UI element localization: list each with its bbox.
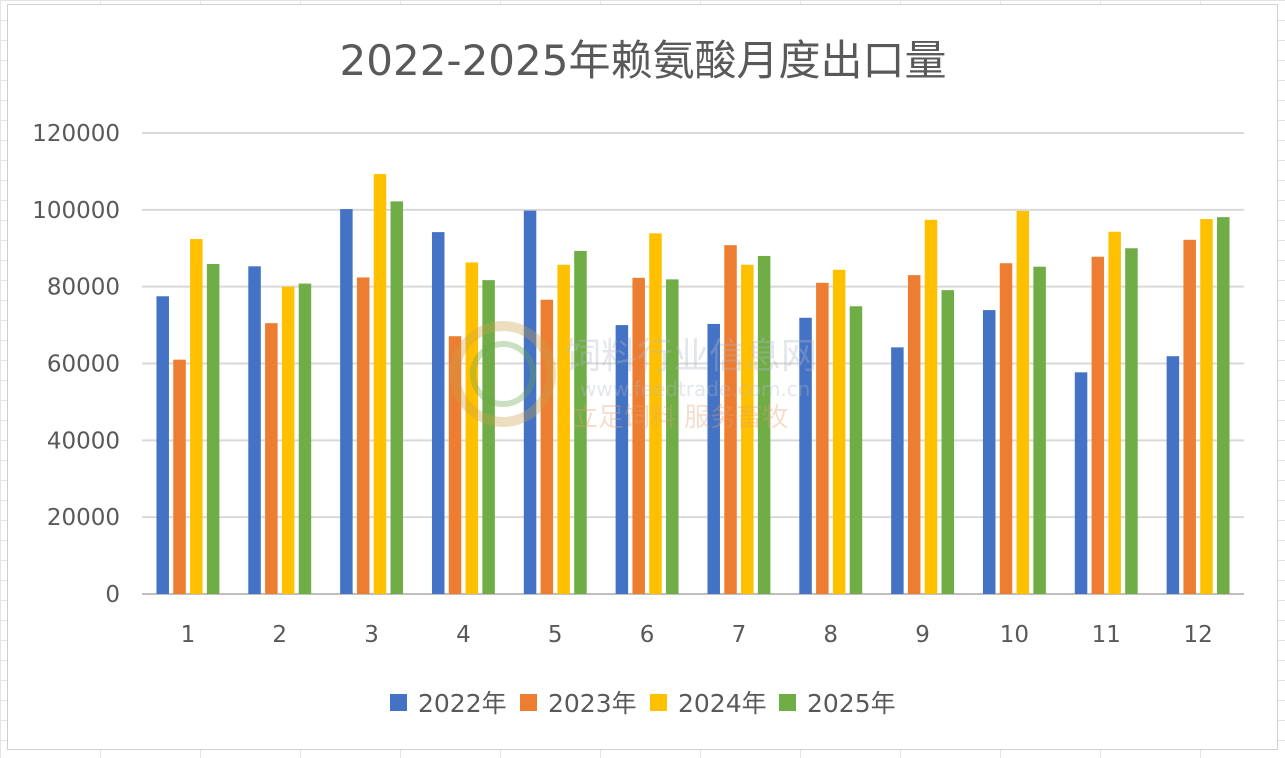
legend-swatch bbox=[520, 694, 537, 711]
watermark-url: www.feedtrade.com.cn bbox=[580, 377, 810, 401]
bar bbox=[523, 210, 537, 594]
x-tick-label: 2 bbox=[272, 622, 287, 648]
bar bbox=[465, 262, 479, 594]
bar bbox=[1033, 266, 1046, 594]
bar bbox=[281, 286, 295, 594]
x-tick-label: 3 bbox=[364, 622, 379, 648]
bar bbox=[482, 280, 495, 594]
y-tick-label: 120000 bbox=[32, 121, 120, 147]
bar bbox=[849, 306, 863, 594]
bar bbox=[206, 264, 220, 594]
y-tick-label: 40000 bbox=[47, 428, 120, 454]
bar bbox=[741, 264, 754, 594]
bar bbox=[832, 269, 846, 594]
bar bbox=[999, 263, 1013, 594]
bar bbox=[265, 323, 278, 594]
bar bbox=[891, 347, 904, 594]
bar bbox=[557, 264, 570, 594]
legend-swatch bbox=[650, 694, 667, 711]
bar bbox=[666, 279, 679, 594]
bar bbox=[1200, 219, 1213, 594]
bar bbox=[649, 233, 662, 594]
bar bbox=[1091, 256, 1105, 594]
bar bbox=[924, 219, 938, 595]
legend-label: 2023年 bbox=[548, 689, 637, 718]
bar bbox=[615, 325, 629, 594]
bar bbox=[390, 201, 404, 595]
bar bbox=[540, 299, 554, 594]
gridlines bbox=[142, 132, 1244, 595]
bar bbox=[1183, 239, 1196, 594]
bar bbox=[632, 277, 645, 594]
bar bbox=[1016, 210, 1030, 594]
bar bbox=[373, 174, 387, 594]
x-tick-label: 1 bbox=[181, 622, 196, 648]
x-tick-label: 11 bbox=[1092, 622, 1121, 648]
bar bbox=[799, 317, 812, 594]
y-tick-label: 20000 bbox=[47, 505, 120, 531]
x-tick-label: 12 bbox=[1183, 622, 1212, 648]
bar bbox=[156, 296, 169, 594]
legend-swatch bbox=[779, 694, 796, 711]
bar bbox=[707, 323, 720, 594]
bar bbox=[173, 359, 186, 594]
bar bbox=[907, 275, 921, 594]
bar bbox=[190, 239, 203, 594]
bar bbox=[356, 277, 370, 594]
x-tick-label: 6 bbox=[640, 622, 655, 648]
bar bbox=[724, 245, 737, 594]
y-tick-label: 80000 bbox=[47, 275, 120, 301]
watermark-slogan: 立足饲料 服务畜牧 bbox=[572, 403, 788, 433]
y-axis-ticks: 0 20000 40000 60000 80000 100000 120000 bbox=[32, 121, 120, 608]
x-tick-label: 8 bbox=[823, 622, 838, 648]
bar bbox=[448, 336, 462, 594]
y-tick-label: 100000 bbox=[32, 198, 120, 224]
legend-label: 2024年 bbox=[678, 689, 767, 718]
y-tick-label: 0 bbox=[105, 582, 120, 608]
bar bbox=[298, 283, 312, 594]
watermark-logo bbox=[450, 321, 556, 427]
bar bbox=[757, 255, 771, 594]
legend-label: 2022年 bbox=[418, 689, 507, 718]
bar bbox=[248, 266, 261, 594]
bar bbox=[431, 232, 445, 595]
bar bbox=[982, 310, 996, 594]
bar bbox=[1217, 217, 1230, 594]
y-tick-label: 60000 bbox=[47, 352, 120, 378]
bar bbox=[941, 290, 955, 594]
watermark: 饲料行业信息网 www.feedtrade.com.cn 立足饲料 服务畜牧 bbox=[450, 321, 817, 433]
x-tick-label: 5 bbox=[548, 622, 563, 648]
x-axis-ticks: 1 2 3 4 5 6 7 8 9 10 11 12 bbox=[181, 622, 1213, 648]
bar bbox=[574, 250, 587, 595]
bar bbox=[340, 209, 353, 594]
bar bbox=[816, 282, 829, 594]
bar bbox=[1166, 356, 1180, 594]
bars bbox=[156, 174, 1230, 595]
bar bbox=[1074, 372, 1088, 594]
bar bbox=[1108, 231, 1121, 594]
legend: 2022年 2023年 2024年 2025年 bbox=[390, 689, 896, 718]
legend-swatch bbox=[390, 694, 407, 711]
bar bbox=[1125, 248, 1138, 594]
legend-label: 2025年 bbox=[807, 689, 896, 718]
x-tick-label: 7 bbox=[732, 622, 747, 648]
watermark-name: 饲料行业信息网 bbox=[565, 336, 817, 377]
chart-title: 2022-2025年赖氨酸月度出口量 bbox=[340, 36, 947, 85]
x-tick-label: 9 bbox=[915, 622, 930, 648]
x-tick-label: 10 bbox=[1000, 622, 1029, 648]
x-tick-label: 4 bbox=[456, 622, 471, 648]
